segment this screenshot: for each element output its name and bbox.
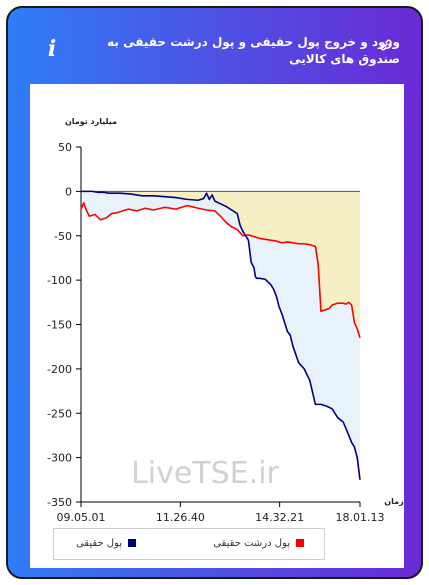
watermark: LiveTSE.ir bbox=[131, 456, 279, 491]
chart-card: i ورود و خروج پول حقیقی و پول درشت حقیقی… bbox=[6, 6, 423, 579]
legend-item-real-money[interactable]: پول حقیقی bbox=[76, 537, 136, 551]
y-tick-label: 50 bbox=[58, 141, 72, 154]
chart-title: ورود و خروج پول حقیقی و پول درشت حقیقی ب… bbox=[107, 35, 400, 66]
y-tick-label: -250 bbox=[47, 407, 72, 420]
line-chart: LiveTSE.ir 50 0 -50 -100 -150 -200 -250 -300 -35… bbox=[47, 117, 404, 524]
y-tick-label: -200 bbox=[47, 363, 72, 376]
y-axis-label: میلیارد تومان bbox=[65, 117, 117, 126]
series-line-big-money bbox=[80, 202, 361, 339]
fill-above-big-money bbox=[81, 191, 360, 338]
x-tick-label: 14.32.21 bbox=[255, 511, 304, 524]
y-tick-label: -50 bbox=[54, 230, 72, 243]
x-axis-label: زمان bbox=[384, 497, 404, 506]
y-tick-label: -150 bbox=[47, 319, 72, 332]
y-tick-label: -300 bbox=[47, 452, 72, 465]
legend-label-big-money: پول درشت حقیقی bbox=[213, 538, 290, 549]
x-tick-label: 11.26.40 bbox=[156, 511, 205, 524]
legend: پول حقیقی پول درشت حقیقی bbox=[53, 528, 325, 560]
x-tick-label: 09.05.01 bbox=[57, 511, 106, 524]
y-tick-label: -100 bbox=[47, 274, 72, 287]
series-line-real-money bbox=[81, 190, 361, 480]
legend-swatch-big-money bbox=[296, 539, 304, 547]
fill-between-series bbox=[81, 191, 360, 480]
info-icon[interactable]: i bbox=[47, 36, 57, 62]
y-tick-label: -350 bbox=[47, 496, 72, 509]
legend-item-big-money[interactable]: پول درشت حقیقی bbox=[213, 537, 304, 551]
x-tick-label: 18.01.13 bbox=[336, 511, 385, 524]
link-icon[interactable] bbox=[380, 39, 392, 51]
chart-panel: LiveTSE.ir 50 0 -50 -100 -150 -200 -250 -300 -35… bbox=[30, 84, 404, 568]
y-tick-label: 0 bbox=[65, 185, 72, 198]
legend-label-real-money: پول حقیقی bbox=[75, 538, 122, 549]
card-header: i ورود و خروج پول حقیقی و پول درشت حقیقی… bbox=[8, 8, 421, 84]
legend-swatch-real-money bbox=[128, 539, 136, 547]
